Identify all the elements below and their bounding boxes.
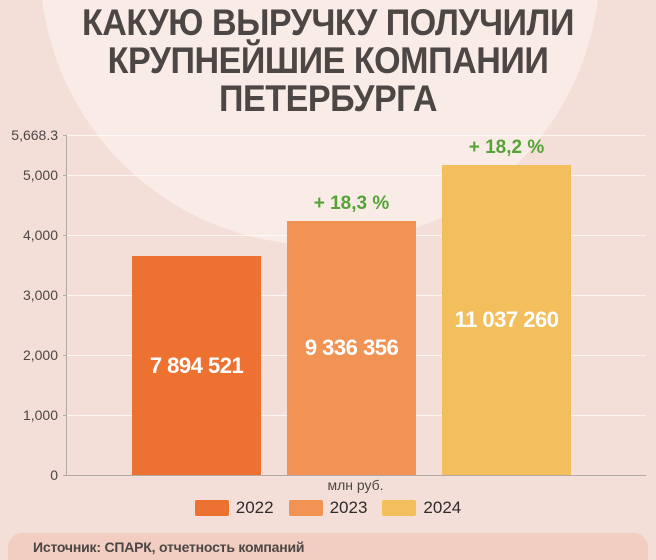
chart-title: КАКУЮ ВЫРУЧКУ ПОЛУЧИЛИ КРУПНЕЙШИЕ КОМПАН… — [81, 2, 574, 119]
y-axis-tick — [63, 295, 67, 297]
y-axis-label: 5,000 — [22, 167, 58, 184]
y-axis-label: 5,668.3 — [11, 127, 58, 143]
y-axis-tick — [63, 475, 67, 476]
y-axis-tick — [63, 235, 67, 237]
bar-2024: 11 037 260 + 18,2 % — [442, 137, 571, 475]
legend-swatch — [288, 500, 323, 516]
plot-area: 5,668.3 5,000 4,000 3,000 2,000 1,000 0 7 894 5… — [11, 127, 646, 483]
bar-2022: 7 894 521 — [132, 256, 261, 475]
y-axis-label: 3,000 — [22, 287, 58, 304]
legend-item-2022: 2022 — [194, 498, 274, 518]
legend-label: 2022 — [235, 498, 274, 517]
y-axis-label: 1,000 — [22, 407, 58, 424]
source-strip: Источник: СПАРК, отчетность компаний — [8, 533, 648, 560]
bar-value-label: 7 894 521 — [149, 352, 244, 378]
gridline — [67, 135, 646, 136]
source-text: Источник: СПАРК, отчетность компаний — [33, 539, 305, 555]
legend-item-2024: 2024 — [382, 498, 461, 518]
y-axis-tick — [63, 175, 67, 177]
y-axis-label: 0 — [50, 467, 58, 483]
axis-unit-label: млн руб. — [327, 477, 384, 493]
legend: 2022 2023 2024 — [0, 498, 656, 518]
growth-annotation: + 18,3 % — [313, 193, 390, 215]
y-axis-label: 4,000 — [22, 227, 58, 244]
legend-label: 2024 — [423, 498, 462, 517]
y-axis-label: 2,000 — [22, 347, 58, 364]
growth-annotation: + 18,2 % — [468, 137, 545, 159]
gridline — [67, 175, 646, 177]
legend-item-2023: 2023 — [288, 498, 368, 518]
legend-swatch — [382, 500, 417, 516]
bar-2023: 9 336 356 + 18,3 % — [287, 193, 416, 475]
bar-value-label: 9 336 356 — [304, 335, 399, 361]
legend-swatch — [194, 500, 229, 516]
y-axis-tick — [63, 415, 67, 417]
y-axis-tick — [63, 355, 67, 357]
y-axis-tick — [63, 135, 67, 136]
legend-label: 2023 — [329, 498, 368, 517]
bar-value-label: 11 037 260 — [454, 307, 559, 333]
